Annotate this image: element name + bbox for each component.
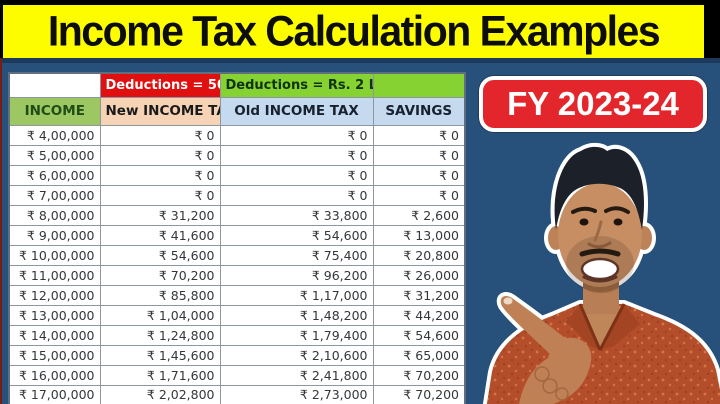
income-tax-table: Deductions = 50K Deductions = Rs. 2 Lacs… xyxy=(8,72,466,404)
fy-year-badge: FY 2023-24 xyxy=(479,76,707,132)
table-cell: ₹ 96,200 xyxy=(219,264,374,286)
table-row: ₹ 14,00,000 ₹ 1,24,800 ₹ 1,79,400 ₹ 54,600 xyxy=(8,324,466,346)
old-regime-deduction-header: Deductions = Rs. 2 Lacs xyxy=(219,72,374,98)
column-header-income: INCOME xyxy=(8,96,101,126)
table-cell: ₹ 65,000 xyxy=(372,344,466,366)
table-cell: ₹ 15,00,000 xyxy=(8,344,101,366)
title-divider xyxy=(0,58,720,63)
table-row: ₹ 12,00,000 ₹ 85,800 ₹ 1,17,000 ₹ 31,200 xyxy=(8,284,466,306)
table-row: ₹ 10,00,000 ₹ 54,600 ₹ 75,400 ₹ 20,800 xyxy=(8,244,466,266)
deductions-header-row: Deductions = 50K Deductions = Rs. 2 Lacs xyxy=(8,72,466,98)
table-cell: ₹ 0 xyxy=(219,164,374,186)
table-cell: ₹ 33,800 xyxy=(219,204,374,226)
blank-header-cell xyxy=(8,72,101,98)
table-row: ₹ 11,00,000 ₹ 70,200 ₹ 96,200 ₹ 26,000 xyxy=(8,264,466,286)
table-row: ₹ 7,00,000 ₹ 0 ₹ 0 ₹ 0 xyxy=(8,184,466,206)
table-cell: ₹ 0 xyxy=(99,144,221,166)
presenter-pointing-icon xyxy=(482,142,720,404)
table-cell: ₹ 85,800 xyxy=(99,284,221,306)
table-cell: ₹ 1,17,000 xyxy=(219,284,374,306)
table-row: ₹ 17,00,000 ₹ 2,02,800 ₹ 2,73,000 ₹ 70,200 xyxy=(8,384,466,404)
table-cell: ₹ 54,600 xyxy=(99,244,221,266)
table-row: ₹ 6,00,000 ₹ 0 ₹ 0 ₹ 0 xyxy=(8,164,466,186)
table-cell: ₹ 0 xyxy=(372,144,466,166)
table-cell: ₹ 1,79,400 xyxy=(219,324,374,346)
table-cell: ₹ 17,00,000 xyxy=(8,384,101,404)
table-cell: ₹ 75,400 xyxy=(219,244,374,266)
table-body: ₹ 4,00,000 ₹ 0 ₹ 0 ₹ 0 ₹ 5,00,000 ₹ 0 ₹ 0 ₹ 0 ₹ … xyxy=(8,124,466,404)
fy-year-label: FY 2023-24 xyxy=(507,85,679,122)
table-cell: ₹ 31,200 xyxy=(372,284,466,306)
table-cell: ₹ 13,00,000 xyxy=(8,304,101,326)
table-row: ₹ 16,00,000 ₹ 1,71,600 ₹ 2,41,800 ₹ 70,200 xyxy=(8,364,466,386)
table-cell: ₹ 31,200 xyxy=(99,204,221,226)
table-row: ₹ 8,00,000 ₹ 31,200 ₹ 33,800 ₹ 2,600 xyxy=(8,204,466,226)
table-cell: ₹ 10,00,000 xyxy=(8,244,101,266)
table-cell: ₹ 0 xyxy=(372,184,466,206)
title-background: Income Tax Calculation Examples xyxy=(3,5,704,58)
table-row: ₹ 13,00,000 ₹ 1,04,000 ₹ 1,48,200 ₹ 44,200 xyxy=(8,304,466,326)
column-header-new-income-tax: New INCOME TAX xyxy=(99,96,221,126)
table-cell: ₹ 16,00,000 xyxy=(8,364,101,386)
table-row: ₹ 9,00,000 ₹ 41,600 ₹ 54,600 ₹ 13,000 xyxy=(8,224,466,246)
table-cell: ₹ 0 xyxy=(219,144,374,166)
table-cell: ₹ 0 xyxy=(99,164,221,186)
table-cell: ₹ 54,600 xyxy=(372,324,466,346)
table-cell: ₹ 54,600 xyxy=(219,224,374,246)
table-cell: ₹ 0 xyxy=(99,124,221,146)
table-cell: ₹ 12,00,000 xyxy=(8,284,101,306)
table-cell: ₹ 2,600 xyxy=(372,204,466,226)
table-cell: ₹ 0 xyxy=(219,184,374,206)
blank-green-header-cell xyxy=(372,72,466,98)
table-row: ₹ 15,00,000 ₹ 1,45,600 ₹ 2,10,600 ₹ 65,000 xyxy=(8,344,466,366)
table-cell: ₹ 6,00,000 xyxy=(8,164,101,186)
table-cell: ₹ 1,04,000 xyxy=(99,304,221,326)
column-header-old-income-tax: Old INCOME TAX xyxy=(219,96,374,126)
table-cell: ₹ 2,41,800 xyxy=(219,364,374,386)
table-cell: ₹ 7,00,000 xyxy=(8,184,101,206)
table-cell: ₹ 5,00,000 xyxy=(8,144,101,166)
table-row: ₹ 4,00,000 ₹ 0 ₹ 0 ₹ 0 xyxy=(8,124,466,146)
title-banner: Income Tax Calculation Examples xyxy=(0,0,720,58)
table-cell: ₹ 0 xyxy=(372,164,466,186)
table-cell: ₹ 2,02,800 xyxy=(99,384,221,404)
column-header-savings: SAVINGS xyxy=(372,96,466,126)
table-cell: ₹ 44,200 xyxy=(372,304,466,326)
table-cell: ₹ 20,800 xyxy=(372,244,466,266)
table-cell: ₹ 41,600 xyxy=(99,224,221,246)
table-cell: ₹ 13,000 xyxy=(372,224,466,246)
column-header-row: INCOME New INCOME TAX Old INCOME TAX SAV… xyxy=(8,96,466,126)
table-cell: ₹ 26,000 xyxy=(372,264,466,286)
table-row: ₹ 5,00,000 ₹ 0 ₹ 0 ₹ 0 xyxy=(8,144,466,166)
table-cell: ₹ 70,200 xyxy=(99,264,221,286)
table-cell: ₹ 1,71,600 xyxy=(99,364,221,386)
table-cell: ₹ 1,48,200 xyxy=(219,304,374,326)
table-cell: ₹ 0 xyxy=(219,124,374,146)
table-cell: ₹ 9,00,000 xyxy=(8,224,101,246)
table-cell: ₹ 14,00,000 xyxy=(8,324,101,346)
table-cell: ₹ 0 xyxy=(99,184,221,206)
table-cell: ₹ 1,24,800 xyxy=(99,324,221,346)
new-regime-deduction-header: Deductions = 50K xyxy=(99,72,221,98)
table-cell: ₹ 11,00,000 xyxy=(8,264,101,286)
table-cell: ₹ 70,200 xyxy=(372,384,466,404)
left-edge-accent xyxy=(0,58,2,404)
person-art xyxy=(486,146,720,404)
table-cell: ₹ 2,73,000 xyxy=(219,384,374,404)
table-cell: ₹ 8,00,000 xyxy=(8,204,101,226)
table-cell: ₹ 4,00,000 xyxy=(8,124,101,146)
table-cell: ₹ 0 xyxy=(372,124,466,146)
table-cell: ₹ 2,10,600 xyxy=(219,344,374,366)
table-cell: ₹ 70,200 xyxy=(372,364,466,386)
table-cell: ₹ 1,45,600 xyxy=(99,344,221,366)
page-title: Income Tax Calculation Examples xyxy=(47,7,661,55)
